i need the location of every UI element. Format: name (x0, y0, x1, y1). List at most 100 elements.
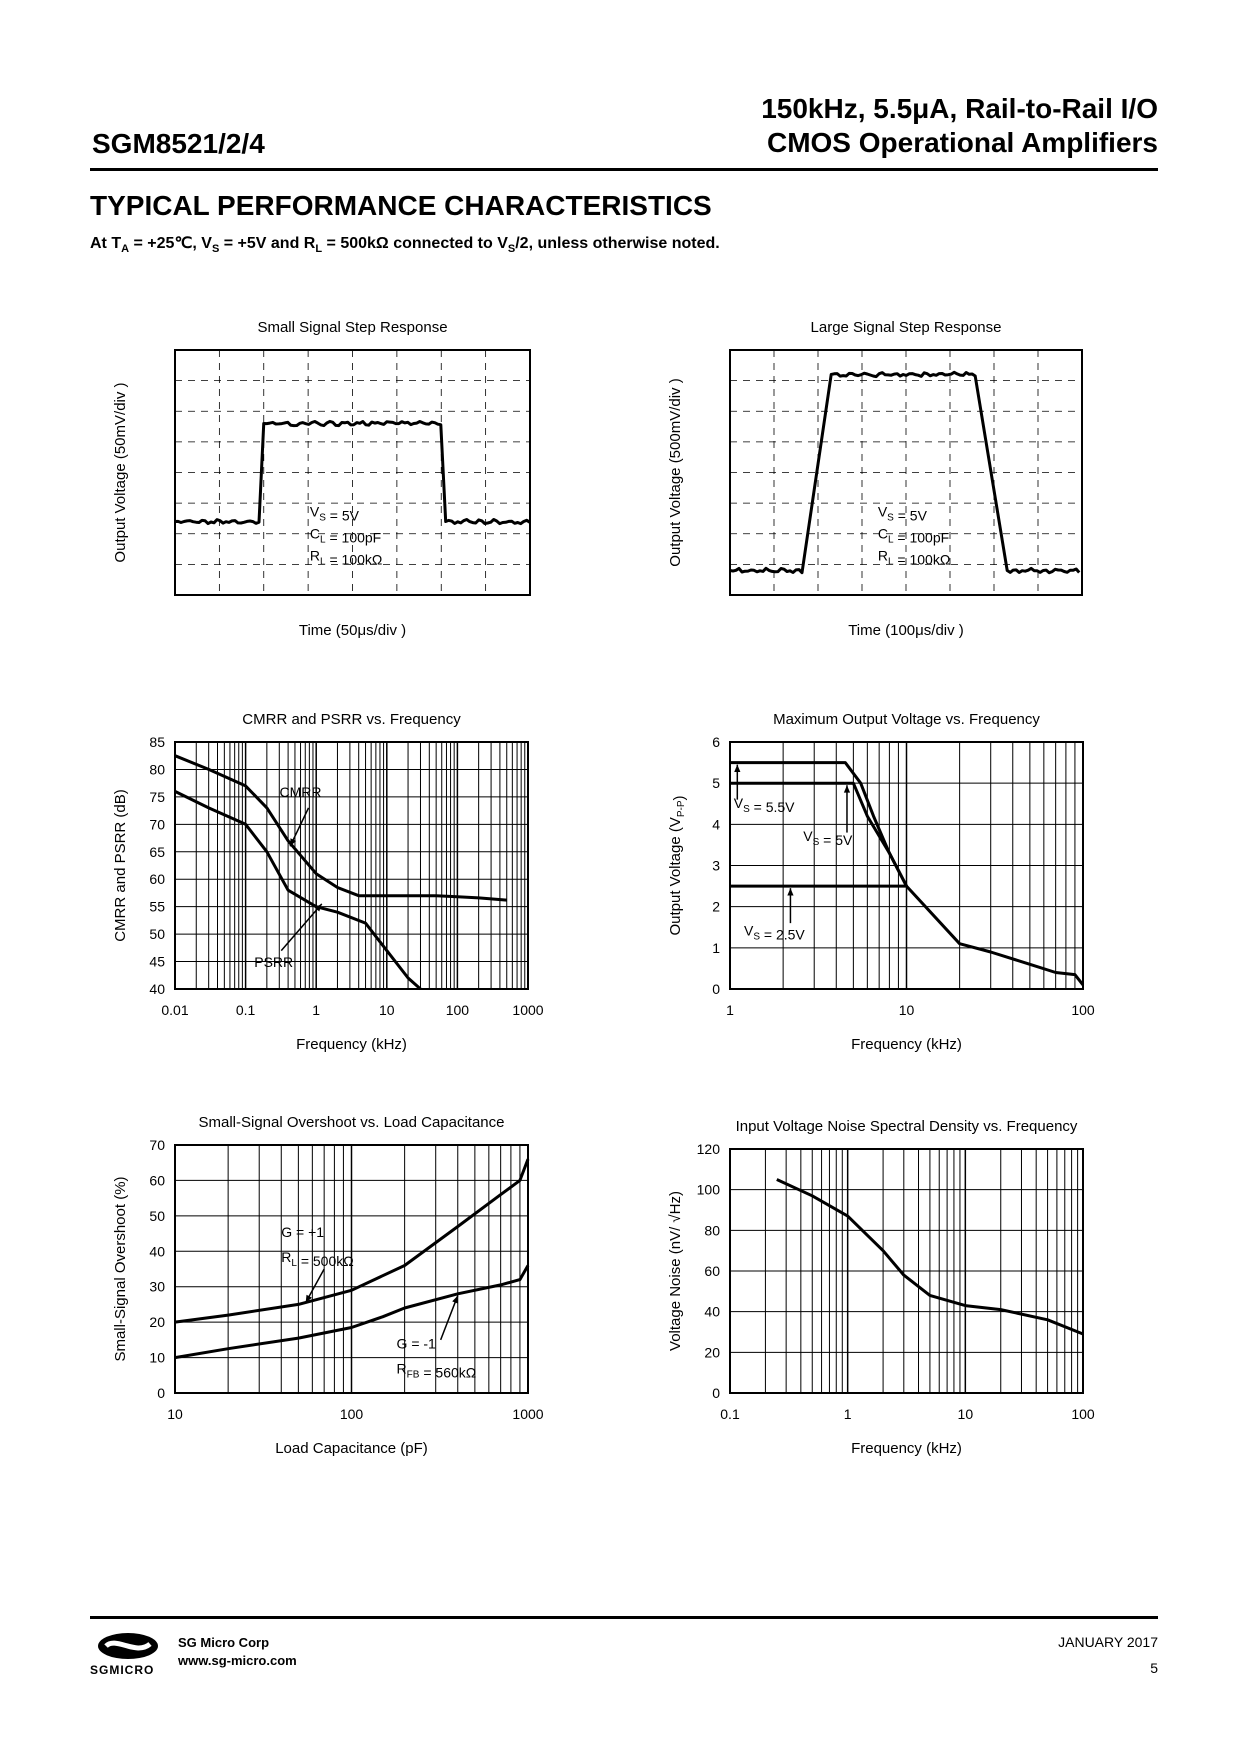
chart-title: Maximum Output Voltage vs. Frequency (773, 711, 1040, 728)
label-part: G = +1 (281, 1224, 324, 1240)
x-axis-label: Time (50μs/div ) (299, 622, 406, 639)
label-part: R (397, 1361, 407, 1377)
conditions-part: S (507, 243, 516, 256)
arrow-head-icon (290, 838, 297, 847)
label-part: = 560kΩ (419, 1365, 476, 1381)
test-conditions: At TA = +25℃, VS = +5V and RL = 500kΩ co… (90, 233, 720, 255)
x-tick-label: 1 (844, 1406, 852, 1422)
y-tick-label: 0 (712, 1385, 720, 1401)
x-tick-label: 100 (1071, 1406, 1095, 1422)
y-axis-label: CMRR and PSRR (dB) (112, 789, 129, 942)
label-part: L (888, 557, 894, 568)
y-tick-label: 40 (149, 981, 165, 997)
y-tick-label: 40 (704, 1304, 720, 1320)
test-condition-label: RL = 100kΩ (310, 548, 382, 568)
vs-5v5-label: VS = 5.5V (734, 795, 795, 815)
label-part: = 100kΩ (894, 552, 951, 568)
gain-plus1-label: G = +1 (281, 1224, 324, 1240)
x-tick-label: 10 (899, 1002, 915, 1018)
y-tick-label: 50 (149, 1208, 165, 1224)
conditions-part: L (315, 243, 323, 256)
y-axis-label: Output Voltage (VP-P) (667, 795, 688, 935)
y-tick-label: 85 (149, 734, 165, 750)
document-date: JANUARY 2017 (1058, 1634, 1158, 1650)
chart-title: Large Signal Step Response (811, 319, 1002, 336)
rfb-label: RFB = 560kΩ (397, 1361, 477, 1381)
x-axis-label: Load Capacitance (pF) (275, 1440, 428, 1457)
title-line-1: 150kHz, 5.5μA, Rail-to-Rail I/O (761, 93, 1158, 124)
label-part: C (878, 526, 888, 542)
y-tick-label: 0 (712, 981, 720, 997)
arrow-head-icon (843, 785, 851, 793)
label-part: C (310, 526, 320, 542)
x-tick-label: 0.01 (161, 1002, 188, 1018)
callout-line (439, 1295, 459, 1341)
label-part: L (320, 535, 326, 546)
rl-label: RL = 500kΩ (281, 1249, 353, 1269)
vs-5v-label: VS = 5V (803, 828, 853, 848)
arrow-head-icon (305, 1294, 312, 1303)
y-axis-label: Small-Signal Overshoot (%) (112, 1176, 129, 1361)
label-part: P-P (676, 800, 687, 817)
label-part: S (813, 837, 820, 848)
y-tick-label: 50 (149, 926, 165, 942)
y-tick-label: 65 (149, 844, 165, 860)
x-tick-label: 1000 (512, 1406, 543, 1422)
x-tick-label: 1 (726, 1002, 734, 1018)
conditions-part: = 500kΩ connected to V (322, 235, 508, 252)
step-trace (729, 370, 1081, 575)
part-number: SGM8521/2/4 (92, 128, 265, 159)
y-tick-label: 2 (712, 899, 720, 915)
y-tick-label: 5 (712, 775, 720, 791)
y-tick-label: 4 (712, 816, 720, 832)
label-part: FB (407, 1370, 420, 1381)
callout-line (280, 903, 323, 952)
label-part: = 5.5V (750, 799, 795, 815)
x-tick-label: 100 (340, 1406, 364, 1422)
label-part: V (310, 504, 320, 520)
noise-line (776, 1178, 1084, 1336)
arrow-head-icon (452, 1295, 459, 1304)
psrr-label: PSRR (254, 954, 293, 970)
label-part: = 5V (894, 508, 928, 524)
label-part: R (878, 548, 888, 564)
x-tick-label: 1 (312, 1002, 320, 1018)
conditions-part: /2, unless otherwise noted. (515, 235, 720, 252)
logo-text: SGMICRO (90, 1663, 154, 1677)
chart-cmrr-psrr: 40 45 50 55 60 65 70 75 80 85 0.01 0.1 1 10 100 1000 CMR… (112, 711, 544, 1053)
label-part: S (743, 804, 750, 815)
y-tick-label: 60 (704, 1263, 720, 1279)
label-part: = 100pF (894, 530, 950, 546)
y-axis-label: Output Voltage (500mV/div ) (667, 378, 684, 566)
y-tick-label: 70 (149, 1137, 165, 1153)
x-axis-label: Frequency (kHz) (851, 1440, 962, 1457)
label-part: = 100kΩ (326, 552, 383, 568)
x-tick-label: 0.1 (236, 1002, 256, 1018)
conditions-part: A (121, 243, 130, 256)
vout-line-2 (730, 884, 1085, 986)
label-part: R (281, 1249, 291, 1265)
label-part: = 500kΩ (297, 1253, 354, 1269)
y-tick-label: 45 (149, 954, 165, 970)
x-axis-label: Frequency (kHz) (851, 1036, 962, 1053)
test-condition-label: RL = 100kΩ (878, 548, 950, 568)
logo-swoosh-icon (104, 1640, 152, 1651)
x-tick-label: 10 (379, 1002, 395, 1018)
y-tick-label: 70 (149, 816, 165, 832)
chart-small-step: Small Signal Step Response Time (50μs/div… (112, 319, 531, 639)
y-axis-label: Output Voltage (50mV/div ) (112, 382, 129, 562)
label-part: R (310, 548, 320, 564)
header-rule (90, 168, 1158, 171)
chart-large-step: Large Signal Step Response Time (100μs/di… (667, 319, 1083, 639)
label-part: = 5V (326, 508, 360, 524)
chart-title: Small Signal Step Response (257, 319, 447, 336)
conditions-part: At T (90, 235, 122, 252)
section-title: TYPICAL PERFORMANCE CHARACTERISTICS (90, 190, 712, 221)
y-tick-label: 20 (149, 1314, 165, 1330)
x-tick-label: 10 (958, 1406, 974, 1422)
test-condition-label: CL = 100pF (878, 526, 949, 546)
cmrr-line (174, 754, 507, 902)
label-part: V (803, 828, 813, 844)
y-tick-label: 10 (149, 1350, 165, 1366)
